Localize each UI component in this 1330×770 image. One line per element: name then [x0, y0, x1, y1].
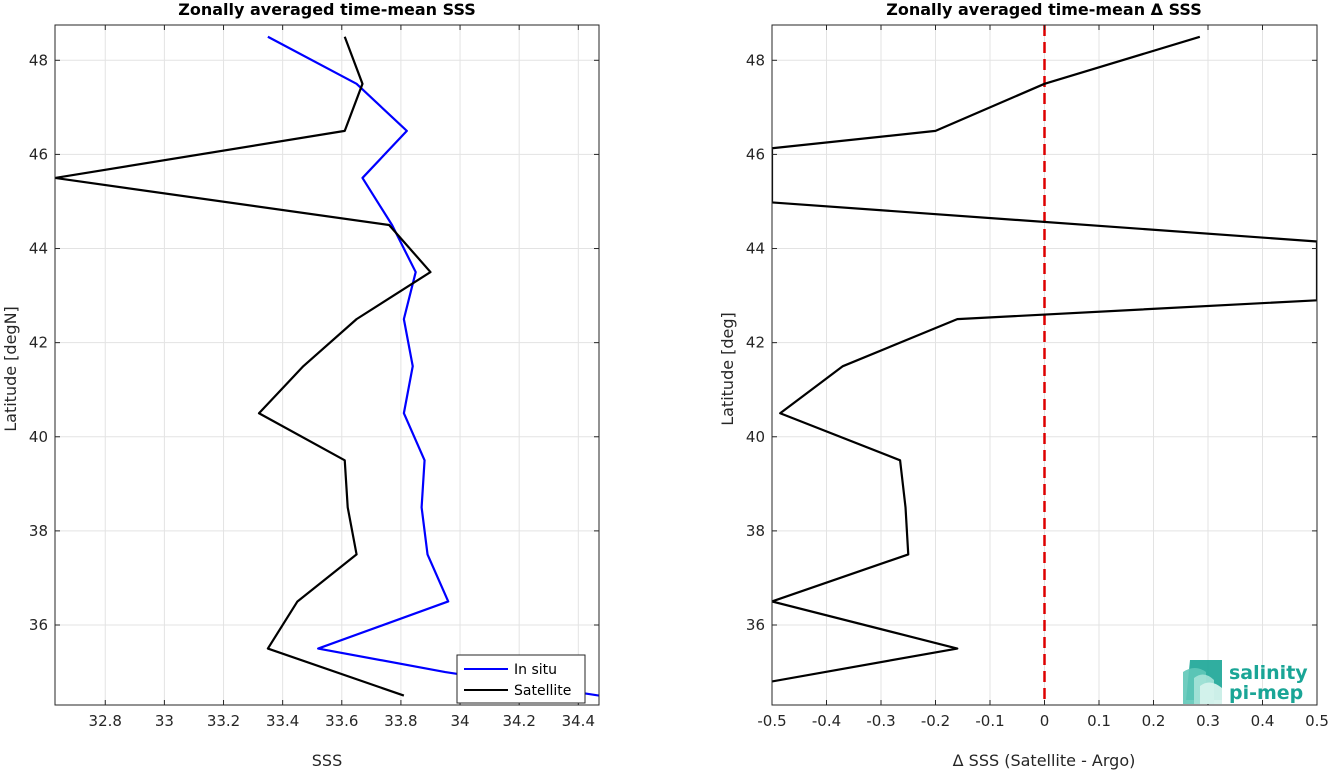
delta-x-tick-label: 0.1: [1087, 712, 1111, 730]
sss-x-tick-label: 32.8: [89, 712, 122, 730]
sss-y-tick-label: 40: [29, 428, 48, 446]
delta-ticks: -0.5 -0.4 -0.3 -0.2 -0.1 0 0.1 0.2 0.3 0.4 0.5 36 38…: [746, 25, 1329, 730]
sss-plot-area: [55, 25, 599, 705]
sss-x-tick-label: 33.6: [325, 712, 358, 730]
delta-x-tick-label: 0.4: [1251, 712, 1275, 730]
sss-axes-frame: [54, 24, 600, 706]
logo-line-2: pi-mep: [1229, 682, 1303, 704]
sss-x-tick-label: 33.2: [207, 712, 240, 730]
series-line-satellite: [55, 36, 432, 697]
sss-y-tick-label: 46: [29, 145, 48, 163]
legend-box: [456, 654, 586, 704]
logo-line-1: salinity: [1229, 662, 1308, 684]
legend-label-satellite: Satellite: [514, 683, 571, 699]
sss-y-axis-label: Latitude [degN]: [1, 306, 20, 432]
delta-x-tick-label: -0.3: [866, 712, 895, 730]
delta-sss-panel: -0.5 -0.4 -0.3 -0.2 -0.1 0 0.1 0.2 0.3 0.4 0.5 36 38…: [718, 0, 1329, 770]
sss-x-tick-label: 33.8: [384, 712, 417, 730]
series-line-in-situ: [267, 35, 599, 697]
sss-panel: 32.8 33 33.2 33.4 33.6 33.8 34 34.2 34.4 36 38 40 42…: [1, 0, 600, 770]
delta-x-tick-label: -0.5: [757, 712, 786, 730]
delta-y-tick-label: 40: [746, 428, 765, 446]
salinity-pi-mep-logo: salinity pi-mep: [1183, 660, 1308, 704]
delta-y-axis-label: Latitude [deg]: [718, 312, 737, 426]
delta-y-tick-label: 36: [746, 616, 765, 634]
delta-x-tick-label: -0.1: [975, 712, 1004, 730]
sss-y-tick-label: 38: [29, 522, 48, 540]
delta-series-lines: [772, 35, 1317, 683]
sss-x-axis-label: SSS: [312, 751, 342, 770]
sss-y-tick-label: 36: [29, 616, 48, 634]
sss-x-tick-label: 34: [450, 712, 469, 730]
sss-title: Zonally averaged time-mean SSS: [178, 0, 476, 19]
sss-y-tick-label: 42: [29, 334, 48, 352]
sss-x-tick-label: 33.4: [266, 712, 299, 730]
legend-label-in-situ: In situ: [514, 662, 557, 678]
sss-x-tick-label: 33: [155, 712, 174, 730]
delta-x-tick-label: -0.2: [921, 712, 950, 730]
delta-x-tick-label: 0.2: [1142, 712, 1166, 730]
delta-x-tick-label: 0.3: [1196, 712, 1220, 730]
delta-title: Zonally averaged time-mean Δ SSS: [886, 0, 1202, 19]
sss-y-tick-label: 44: [29, 240, 48, 258]
sss-ticks: 32.8 33 33.2 33.4 33.6 33.8 34 34.2 34.4 36 38 40 42…: [29, 25, 599, 730]
sss-y-tick-label: 48: [29, 51, 48, 69]
delta-x-tick-label: 0: [1040, 712, 1050, 730]
sss-x-tick-label: 34.4: [562, 712, 595, 730]
sss-legend[interactable]: In situ Satellite: [456, 654, 586, 704]
sss-x-tick-label: 34.2: [502, 712, 535, 730]
delta-x-axis-label: Δ SSS (Satellite - Argo): [953, 751, 1136, 770]
delta-y-tick-label: 38: [746, 522, 765, 540]
sss-series-lines: [55, 35, 599, 697]
wave-logo-icon: [1183, 660, 1222, 704]
delta-x-tick-label: 0.5: [1305, 712, 1329, 730]
delta-y-tick-label: 44: [746, 240, 765, 258]
delta-x-tick-label: -0.4: [812, 712, 841, 730]
series-line-delta: [772, 35, 1317, 683]
delta-y-tick-label: 46: [746, 145, 765, 163]
delta-y-tick-label: 48: [746, 51, 765, 69]
delta-y-tick-label: 42: [746, 334, 765, 352]
